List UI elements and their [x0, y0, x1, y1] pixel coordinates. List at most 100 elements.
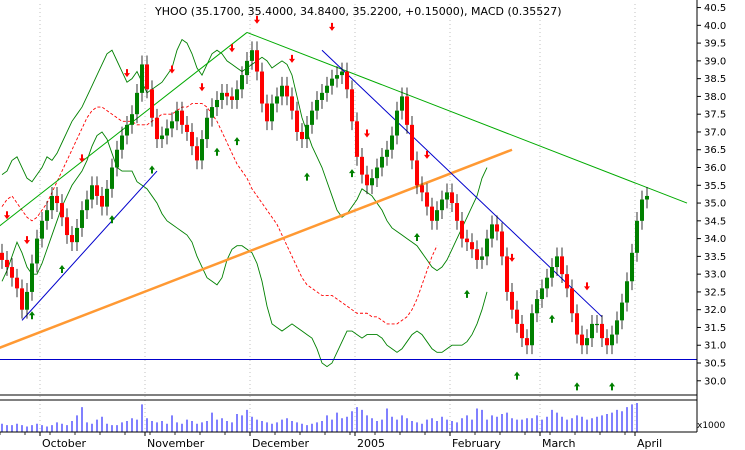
candle-up — [335, 75, 339, 79]
candle-up — [75, 227, 79, 243]
candle-up — [30, 263, 34, 292]
candle-up — [175, 110, 179, 122]
candle-up — [220, 92, 224, 100]
y-tick-label: 40.5 — [704, 3, 726, 14]
x-month-label: April — [637, 437, 662, 450]
candle-up — [310, 110, 314, 125]
candle-down — [10, 267, 14, 278]
sell-arrow-icon — [364, 129, 370, 138]
y-tick-label: 40.0 — [704, 21, 726, 32]
x-month-label: December — [252, 437, 310, 450]
candle-down — [580, 334, 584, 346]
candle-up — [485, 238, 489, 257]
candle-down — [190, 131, 194, 147]
candle-up — [85, 199, 89, 211]
candle-down — [465, 238, 469, 243]
y-tick-label: 35.5 — [704, 181, 726, 192]
volume-bars — [1, 403, 638, 432]
y-tick-label: 35.0 — [704, 199, 726, 210]
buy-arrow-icon — [149, 165, 155, 174]
candle-up — [385, 149, 389, 157]
candle-down — [495, 224, 499, 232]
y-tick-label: 33.0 — [704, 270, 726, 281]
candle-down — [0, 252, 4, 260]
candle-down — [70, 235, 74, 243]
candle-up — [135, 92, 139, 115]
x-month-label: October — [42, 437, 86, 450]
sell-arrow-icon — [254, 15, 260, 24]
candle-down — [500, 231, 504, 257]
candle-up — [105, 188, 109, 207]
candle-down — [415, 160, 419, 186]
y-tick-label: 32.5 — [704, 287, 726, 298]
candle-down — [515, 309, 519, 324]
candle-up — [530, 313, 534, 346]
candle-up — [275, 96, 279, 104]
candle-up — [160, 135, 164, 140]
buy-arrow-icon — [549, 314, 555, 323]
candle-up — [330, 78, 334, 86]
candle-up — [280, 85, 284, 97]
candle-up — [610, 334, 614, 346]
candle-down — [420, 185, 424, 193]
candle-up — [640, 199, 644, 221]
candle-down — [230, 96, 234, 100]
y-tick-label: 33.5 — [704, 252, 726, 263]
volume-unit-label: x1000 — [697, 421, 726, 431]
candle-up — [25, 291, 29, 310]
candle-down — [405, 96, 409, 125]
candle-up — [390, 135, 394, 150]
candle-up — [50, 195, 54, 211]
y-tick-label: 37.5 — [704, 110, 726, 121]
y-tick-label: 39.5 — [704, 39, 726, 50]
candle-down — [265, 103, 269, 122]
candle-up — [375, 167, 379, 179]
axes: 40.5 40.0 39.5 39.0 38.5 38.0 37.5 37.0 36.5 36.0… — [0, 0, 726, 450]
candle-down — [225, 92, 229, 97]
x-month-label: November — [147, 437, 205, 450]
lower-band-line — [1, 131, 488, 368]
candle-down — [55, 195, 59, 204]
candle-up — [435, 210, 439, 221]
y-tick-label: 32.0 — [704, 305, 726, 316]
candle-up — [245, 60, 249, 76]
candle-up — [80, 210, 84, 228]
candle-down — [510, 291, 514, 310]
sell-arrow-icon — [199, 83, 205, 92]
candle-down — [600, 323, 604, 339]
candle-down — [145, 64, 149, 90]
buy-arrow-icon — [59, 265, 65, 274]
candle-down — [475, 249, 479, 260]
candle-down — [450, 192, 454, 204]
candle-down — [565, 274, 569, 289]
signal-arrows — [4, 15, 615, 391]
candle-up — [250, 50, 254, 61]
candle-down — [460, 220, 464, 239]
y-tick-label: 38.0 — [704, 92, 726, 103]
candle-up — [550, 267, 554, 278]
sell-arrow-icon — [229, 44, 235, 53]
sell-arrow-icon — [24, 236, 30, 245]
candle-up — [325, 85, 329, 93]
candle-up — [380, 156, 384, 168]
candle-up — [400, 96, 404, 111]
candle-up — [480, 256, 484, 260]
candle-up — [130, 114, 134, 125]
buy-arrow-icon — [29, 311, 35, 320]
sell-arrow-icon — [509, 253, 515, 262]
candle-down — [570, 288, 574, 314]
candle-down — [575, 313, 579, 335]
candle-down — [180, 110, 184, 125]
buy-arrow-icon — [464, 289, 470, 298]
candle-up — [315, 99, 319, 111]
candle-down — [355, 121, 359, 157]
candle-down — [95, 185, 99, 196]
y-tick-label: 36.5 — [704, 145, 726, 156]
candle-down — [345, 71, 349, 90]
buy-arrow-icon — [574, 382, 580, 391]
candle-down — [290, 96, 294, 111]
candle-up — [620, 302, 624, 321]
candle-up — [635, 220, 639, 253]
candle-up — [340, 71, 344, 76]
